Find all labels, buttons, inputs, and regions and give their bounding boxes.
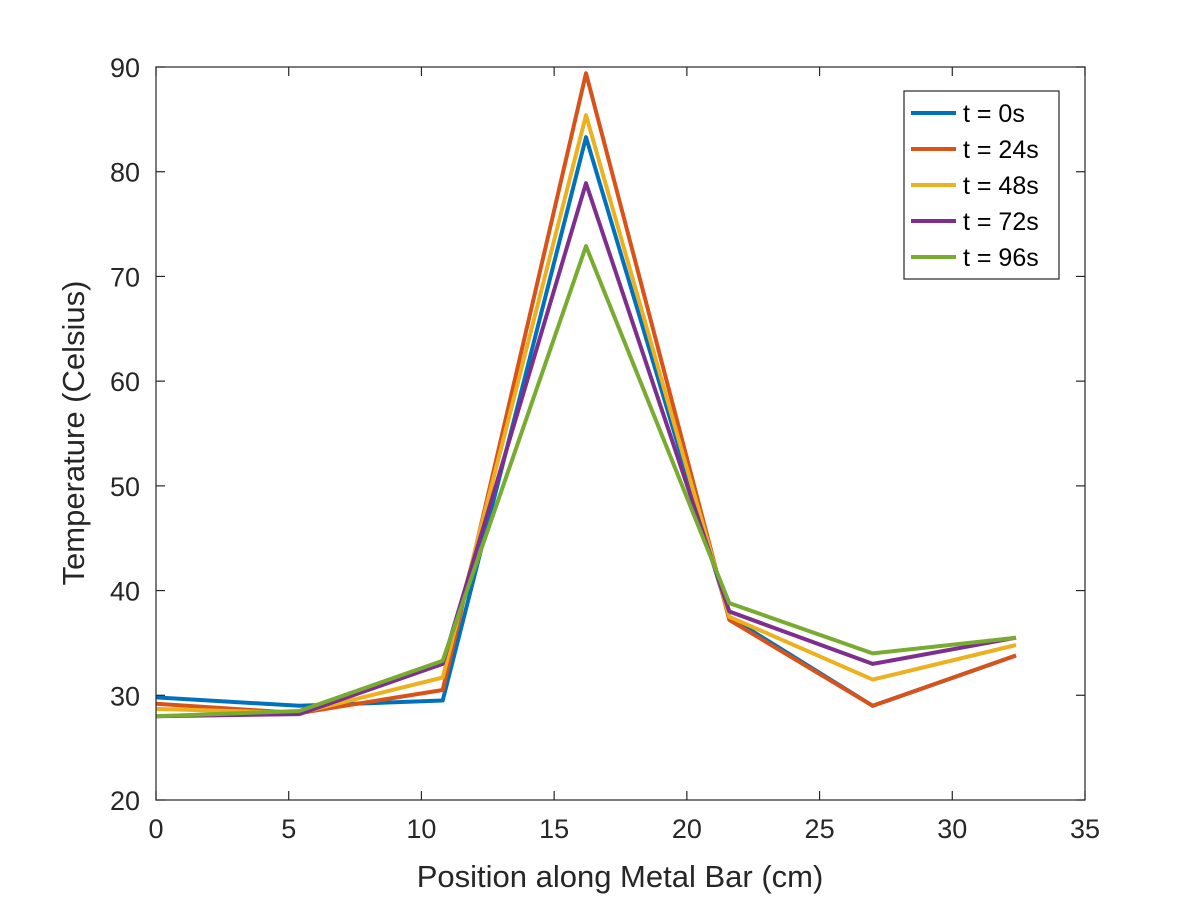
x-tick-label: 35 — [1070, 814, 1100, 844]
legend-label: t = 72s — [963, 208, 1039, 236]
x-tick-label: 0 — [148, 814, 163, 844]
series-layer — [155, 71, 1017, 719]
y-tick-label: 50 — [110, 472, 140, 502]
y-tick-label: 40 — [110, 577, 140, 607]
series-line-4 — [155, 244, 1017, 719]
series-line-3 — [155, 181, 1017, 719]
legend-label: t = 48s — [963, 172, 1039, 200]
plot-frame — [155, 66, 1086, 801]
y-tick-label: 90 — [110, 53, 140, 83]
y-tick-label: 30 — [110, 681, 140, 711]
legend: t = 0s t = 24s t = 48s t = 72s t = 96s — [903, 90, 1060, 280]
x-axis-title: Position along Metal Bar (cm) — [417, 859, 824, 894]
y-tick-label: 60 — [110, 367, 140, 397]
y-tick-label: 20 — [110, 786, 140, 816]
legend-label: t = 0s — [963, 100, 1025, 128]
x-tick-label: 20 — [672, 814, 702, 844]
y-tick-label: 70 — [110, 262, 140, 292]
x-tick-label: 15 — [539, 814, 569, 844]
y-axis-title: Temperature (Celsius) — [56, 281, 91, 586]
x-tick-label: 5 — [281, 814, 296, 844]
x-tick-label: 30 — [937, 814, 967, 844]
x-tick-label: 25 — [805, 814, 835, 844]
tick-layer: 0 5 10 15 20 25 30 35 20 30 40 50 60 70 80 90 — [110, 53, 1100, 844]
x-tick-label: 10 — [406, 814, 436, 844]
legend-label: t = 24s — [963, 136, 1039, 164]
legend-label: t = 96s — [963, 244, 1039, 272]
y-tick-label: 80 — [110, 158, 140, 188]
